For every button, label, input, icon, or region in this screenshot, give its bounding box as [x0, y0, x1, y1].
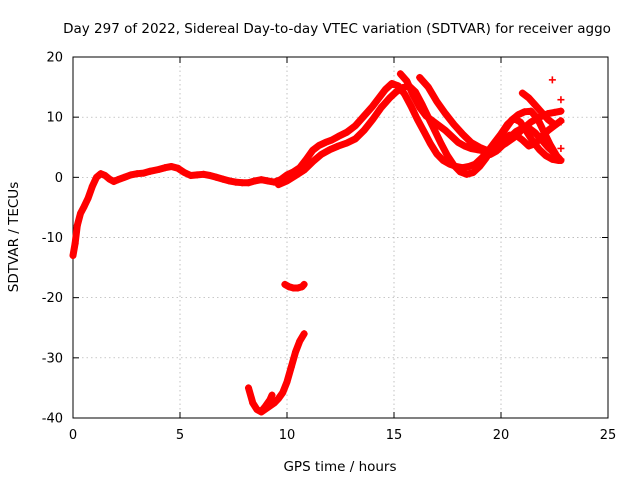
series-segment-outlier-curve: [245, 330, 308, 416]
data-layer: [69, 70, 565, 416]
y-tick-label: -20: [42, 291, 63, 306]
series-main-6: [518, 89, 558, 128]
series-segment-outlier-hook: [257, 391, 276, 415]
x-tick-label: 10: [279, 428, 296, 443]
y-tick-label: -10: [42, 231, 63, 246]
chart-title: Day 297 of 2022, Sidereal Day-to-day VTE…: [63, 21, 611, 37]
y-tick-label: 0: [55, 171, 63, 186]
series-main-1: [69, 80, 563, 259]
y-tick-label: -40: [42, 412, 63, 427]
y-tick-label: 10: [46, 111, 63, 126]
x-tick-label: 5: [176, 428, 184, 443]
x-tick-label: 0: [69, 428, 77, 443]
axes-ticks: 0 5 10 15 20 25 20 10 0 -10 -20 -30 -40: [42, 51, 617, 444]
y-axis-label: SDTVAR / TECUs: [6, 182, 22, 292]
x-tick-label: 15: [386, 428, 403, 443]
y-tick-label: 20: [46, 51, 63, 66]
x-tick-label: 20: [493, 428, 510, 443]
x-tick-label: 25: [600, 428, 617, 443]
y-tick-label: -30: [42, 351, 63, 366]
x-axis-label: GPS time / hours: [283, 459, 396, 475]
